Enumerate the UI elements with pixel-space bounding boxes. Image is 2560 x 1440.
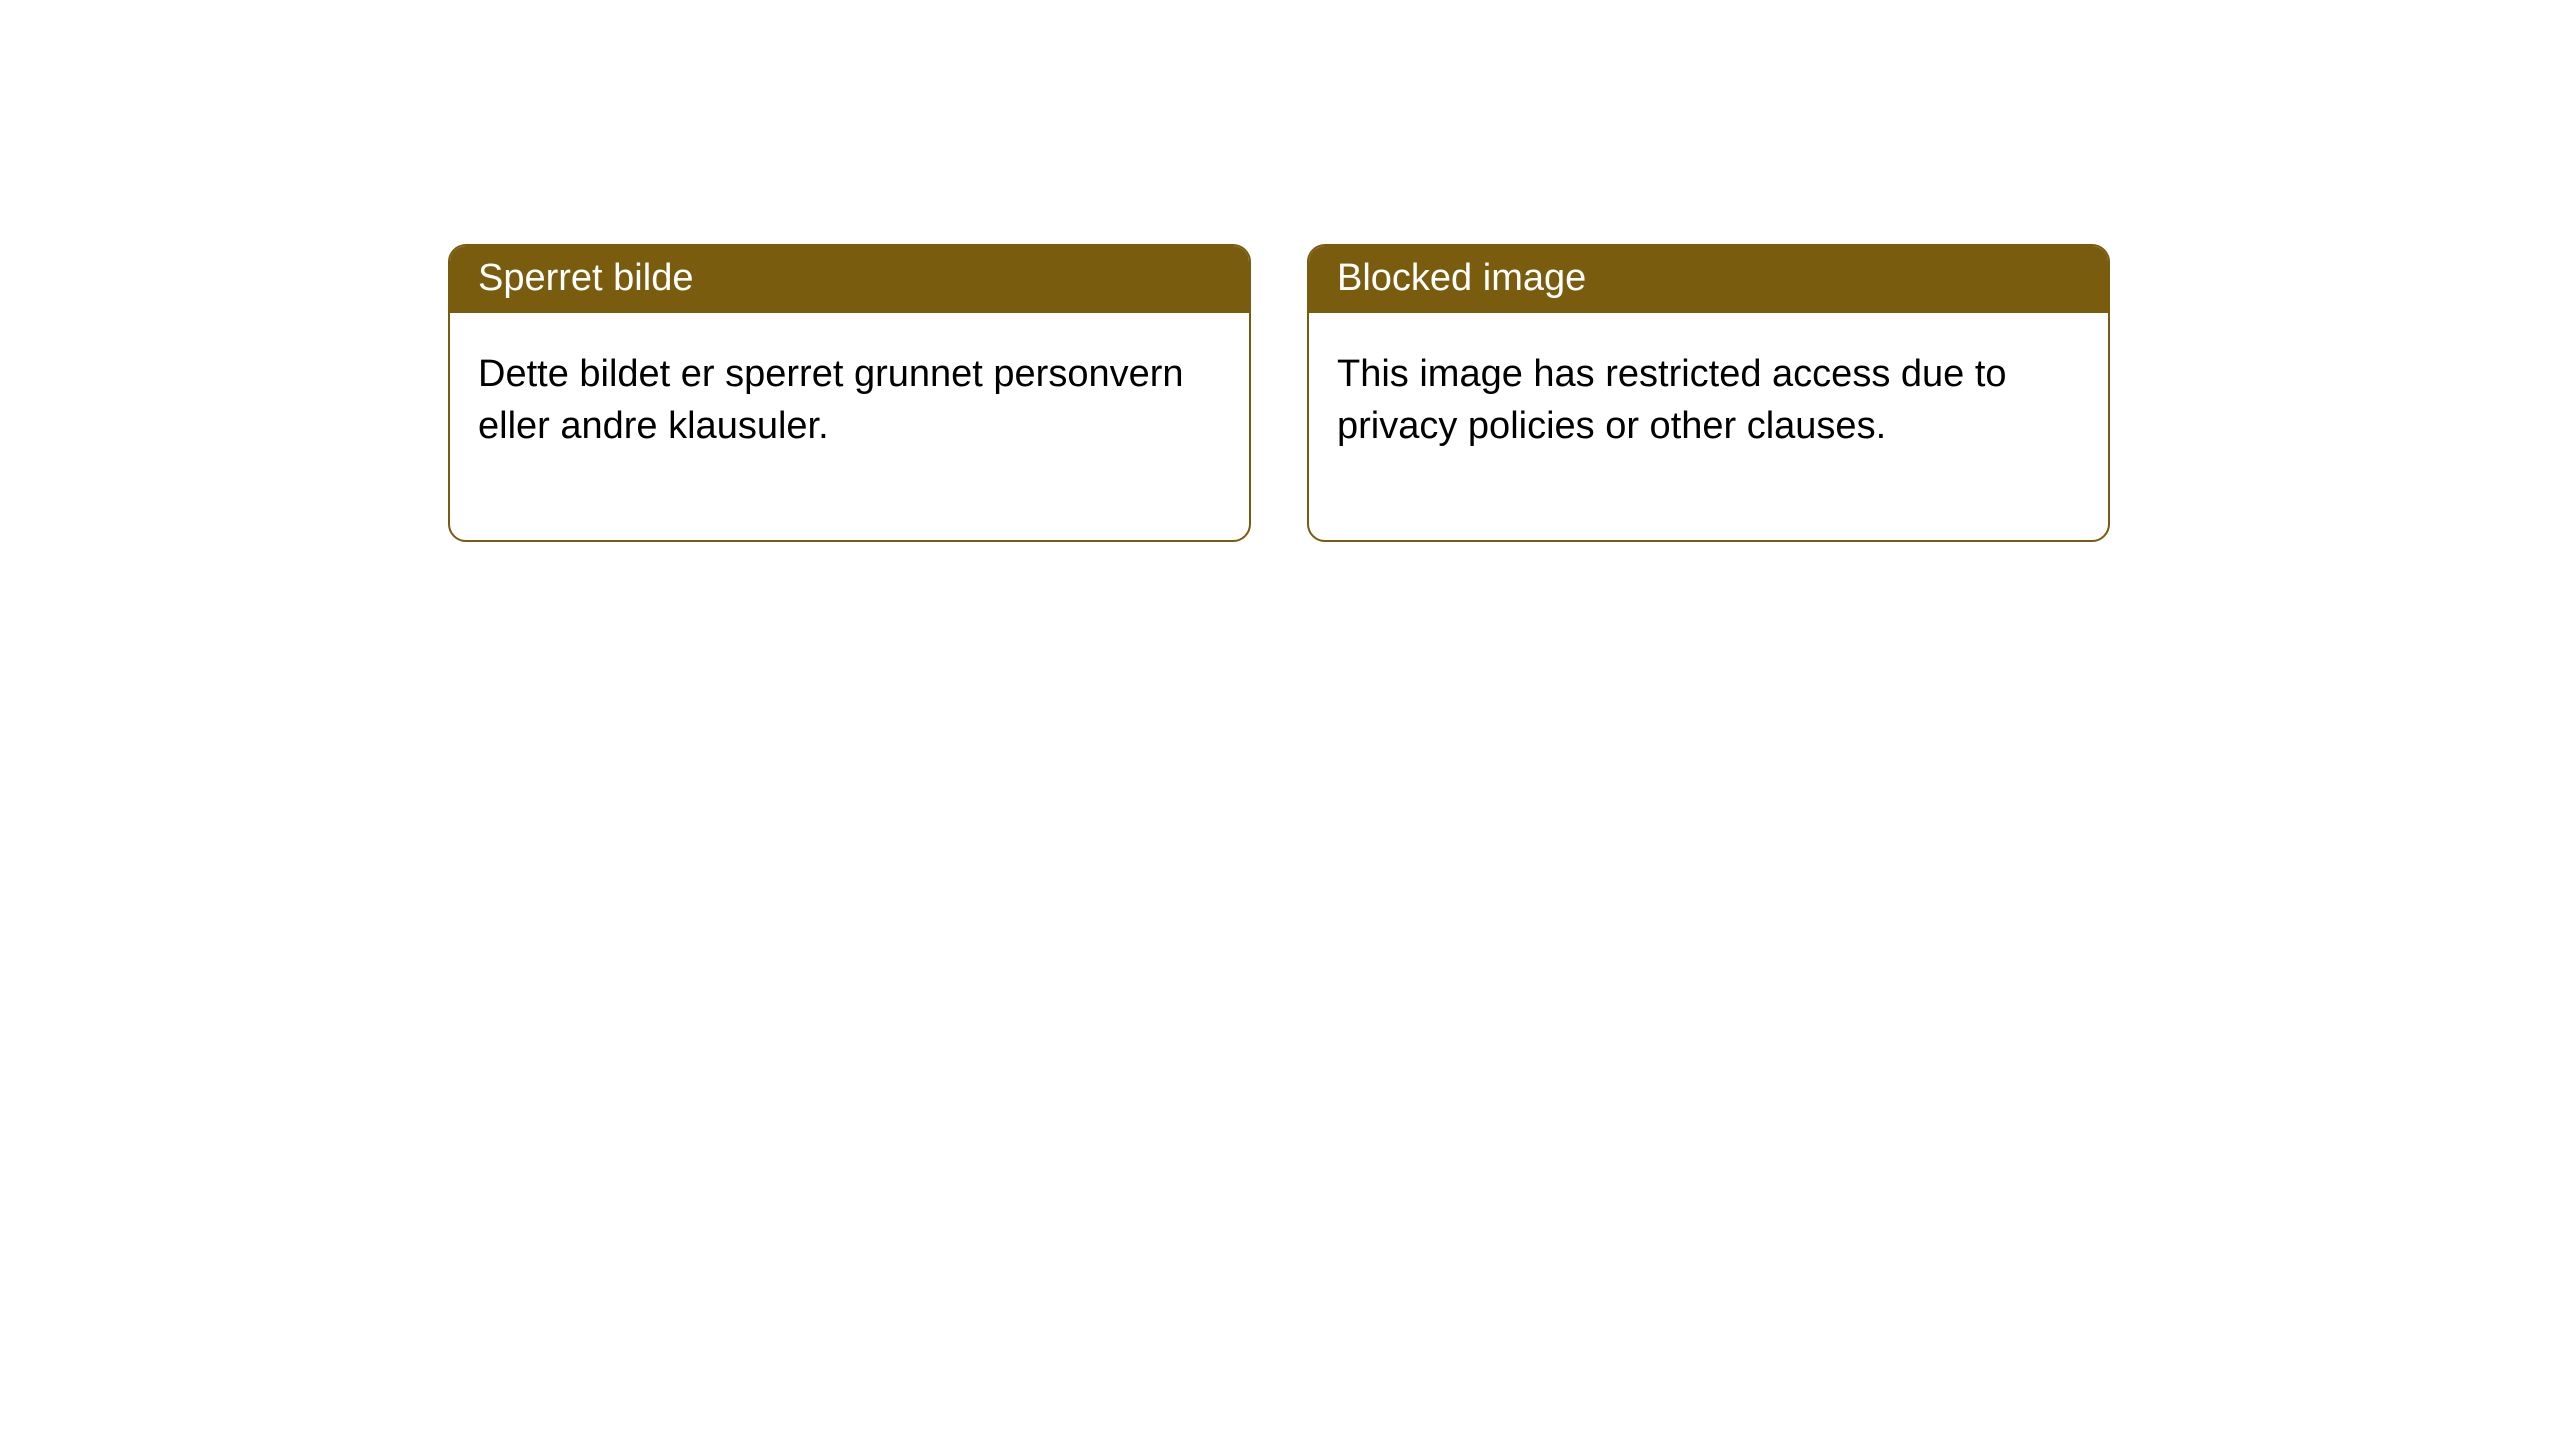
notice-card-english: Blocked image This image has restricted … bbox=[1307, 244, 2110, 542]
notice-card-norwegian: Sperret bilde Dette bildet er sperret gr… bbox=[448, 244, 1251, 542]
notice-header: Blocked image bbox=[1309, 246, 2108, 313]
notice-header: Sperret bilde bbox=[450, 246, 1249, 313]
notice-body: Dette bildet er sperret grunnet personve… bbox=[450, 313, 1249, 540]
notice-body: This image has restricted access due to … bbox=[1309, 313, 2108, 540]
notice-container: Sperret bilde Dette bildet er sperret gr… bbox=[0, 0, 2560, 542]
